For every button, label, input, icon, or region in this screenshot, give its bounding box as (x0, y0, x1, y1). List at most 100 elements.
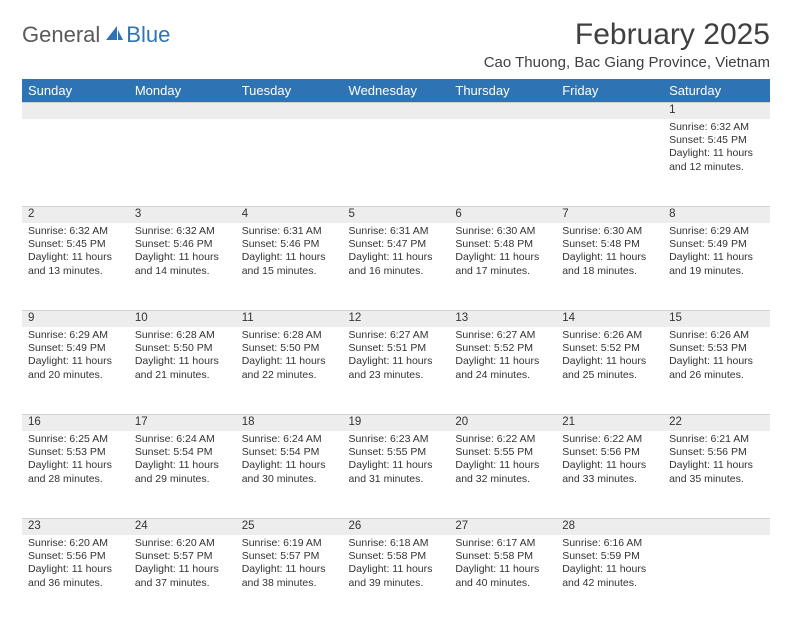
day-cell: Sunrise: 6:22 AMSunset: 5:56 PMDaylight:… (556, 431, 663, 519)
day-cell-line: Daylight: 11 hours (669, 251, 764, 264)
day-cell-line: Sunset: 5:54 PM (135, 446, 230, 459)
day-number: 9 (22, 311, 129, 327)
day-cell: Sunrise: 6:29 AMSunset: 5:49 PMDaylight:… (22, 327, 129, 415)
day-cell-line: Sunset: 5:46 PM (135, 238, 230, 251)
day-cell-line: Daylight: 11 hours (135, 563, 230, 576)
day-cell: Sunrise: 6:25 AMSunset: 5:53 PMDaylight:… (22, 431, 129, 519)
day-cell-line: Sunset: 5:56 PM (669, 446, 764, 459)
day-cell-line: Sunrise: 6:21 AM (669, 433, 764, 446)
day-header: Friday (556, 79, 663, 103)
day-cell-line: Sunset: 5:50 PM (135, 342, 230, 355)
day-cell: Sunrise: 6:30 AMSunset: 5:48 PMDaylight:… (556, 223, 663, 311)
day-number: 17 (129, 415, 236, 431)
day-cell: Sunrise: 6:24 AMSunset: 5:54 PMDaylight:… (129, 431, 236, 519)
day-cell-line: Daylight: 11 hours (242, 459, 337, 472)
calendar-table: SundayMondayTuesdayWednesdayThursdayFrid… (22, 79, 770, 623)
day-cell-line: and 31 minutes. (349, 473, 444, 486)
day-cell-line: Sunset: 5:58 PM (455, 550, 550, 563)
day-cell-line: Sunrise: 6:20 AM (28, 537, 123, 550)
day-cell-line: Sunrise: 6:32 AM (669, 121, 764, 134)
day-cell-line: Sunrise: 6:32 AM (135, 225, 230, 238)
day-cell: Sunrise: 6:32 AMSunset: 5:46 PMDaylight:… (129, 223, 236, 311)
day-cell: Sunrise: 6:24 AMSunset: 5:54 PMDaylight:… (236, 431, 343, 519)
day-cell (129, 119, 236, 207)
day-cell: Sunrise: 6:20 AMSunset: 5:56 PMDaylight:… (22, 535, 129, 623)
day-number (343, 103, 450, 119)
day-cell-line: Sunset: 5:46 PM (242, 238, 337, 251)
day-cell: Sunrise: 6:28 AMSunset: 5:50 PMDaylight:… (236, 327, 343, 415)
day-cell-line: Sunset: 5:45 PM (669, 134, 764, 147)
day-cell-line: Sunrise: 6:16 AM (562, 537, 657, 550)
day-cell-line: and 40 minutes. (455, 577, 550, 590)
day-cell-line: Sunrise: 6:18 AM (349, 537, 444, 550)
day-number: 23 (22, 519, 129, 535)
brand-sail-icon (104, 24, 124, 47)
day-cell-line: and 23 minutes. (349, 369, 444, 382)
day-cell-line: Sunset: 5:57 PM (135, 550, 230, 563)
day-cell-line: Sunset: 5:56 PM (562, 446, 657, 459)
day-header-row: SundayMondayTuesdayWednesdayThursdayFrid… (22, 79, 770, 103)
day-cell-line: Daylight: 11 hours (349, 459, 444, 472)
day-cell-line: and 29 minutes. (135, 473, 230, 486)
day-cell-line: and 24 minutes. (455, 369, 550, 382)
day-cell: Sunrise: 6:32 AMSunset: 5:45 PMDaylight:… (22, 223, 129, 311)
day-cell-line: Daylight: 11 hours (28, 251, 123, 264)
day-cell-line: and 42 minutes. (562, 577, 657, 590)
day-number (129, 103, 236, 119)
day-cell-line: Sunrise: 6:22 AM (455, 433, 550, 446)
day-cell-line: Sunrise: 6:24 AM (242, 433, 337, 446)
day-number: 15 (663, 311, 770, 327)
week-content-row: Sunrise: 6:25 AMSunset: 5:53 PMDaylight:… (22, 431, 770, 519)
day-cell-line: and 21 minutes. (135, 369, 230, 382)
day-cell-line: Sunset: 5:55 PM (349, 446, 444, 459)
day-cell-line: Daylight: 11 hours (135, 355, 230, 368)
day-cell-line: Sunrise: 6:29 AM (28, 329, 123, 342)
day-cell-line: and 15 minutes. (242, 265, 337, 278)
day-cell-line: and 28 minutes. (28, 473, 123, 486)
day-cell-line: and 30 minutes. (242, 473, 337, 486)
day-cell-line: Daylight: 11 hours (349, 355, 444, 368)
day-number: 22 (663, 415, 770, 431)
day-cell-line: Sunrise: 6:17 AM (455, 537, 550, 550)
day-cell-line: and 39 minutes. (349, 577, 444, 590)
day-cell-line: and 16 minutes. (349, 265, 444, 278)
day-number: 13 (449, 311, 556, 327)
day-cell-line: Daylight: 11 hours (562, 563, 657, 576)
day-number (22, 103, 129, 119)
day-cell: Sunrise: 6:32 AMSunset: 5:45 PMDaylight:… (663, 119, 770, 207)
day-cell-line: Sunset: 5:50 PM (242, 342, 337, 355)
week-content-row: Sunrise: 6:29 AMSunset: 5:49 PMDaylight:… (22, 327, 770, 415)
day-cell-line: Sunset: 5:51 PM (349, 342, 444, 355)
day-number: 4 (236, 207, 343, 223)
day-cell-line: Sunrise: 6:28 AM (242, 329, 337, 342)
week-daynum-row: 232425262728 (22, 519, 770, 535)
day-cell (556, 119, 663, 207)
day-cell-line: Sunrise: 6:30 AM (562, 225, 657, 238)
day-cell-line: and 19 minutes. (669, 265, 764, 278)
day-cell-line: Sunrise: 6:25 AM (28, 433, 123, 446)
day-cell-line: Sunset: 5:53 PM (669, 342, 764, 355)
day-number (449, 103, 556, 119)
day-number (236, 103, 343, 119)
week-daynum-row: 1 (22, 103, 770, 119)
day-cell-line: Daylight: 11 hours (455, 563, 550, 576)
day-cell-line: Sunrise: 6:28 AM (135, 329, 230, 342)
day-cell-line: Daylight: 11 hours (562, 459, 657, 472)
day-cell-line: Sunset: 5:57 PM (242, 550, 337, 563)
day-cell-line: Sunrise: 6:27 AM (349, 329, 444, 342)
day-number: 25 (236, 519, 343, 535)
day-number: 1 (663, 103, 770, 119)
day-cell-line: Sunrise: 6:20 AM (135, 537, 230, 550)
day-number: 20 (449, 415, 556, 431)
day-cell-line: and 36 minutes. (28, 577, 123, 590)
day-cell (22, 119, 129, 207)
day-cell-line: and 25 minutes. (562, 369, 657, 382)
day-cell-line: Sunrise: 6:29 AM (669, 225, 764, 238)
day-number: 14 (556, 311, 663, 327)
day-cell-line: Daylight: 11 hours (135, 459, 230, 472)
day-cell-line: and 18 minutes. (562, 265, 657, 278)
day-cell-line: and 26 minutes. (669, 369, 764, 382)
day-cell-line: Daylight: 11 hours (135, 251, 230, 264)
month-title: February 2025 (484, 18, 770, 52)
day-cell-line: and 20 minutes. (28, 369, 123, 382)
